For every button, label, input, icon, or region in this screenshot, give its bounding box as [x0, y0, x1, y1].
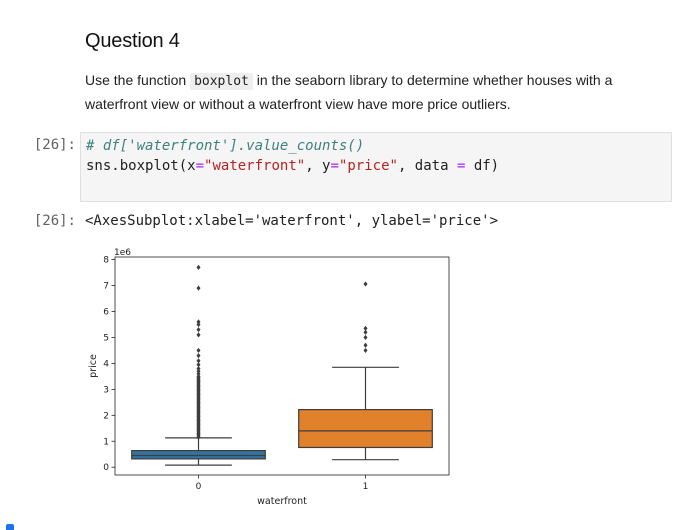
code-token: "waterfront" [204, 158, 306, 174]
y-tick-label: 8 [103, 256, 109, 266]
y-axis-label: price [88, 354, 99, 378]
y-tick-label: 7 [103, 282, 109, 292]
code-token: = [330, 158, 339, 174]
boxplot-chart: 1e6 price waterfront 0 1 2 3 4 5 6 7 8 0 1 [88, 248, 450, 507]
x-tick-label: 1 [363, 482, 369, 492]
code-token: boxplot(x [119, 158, 196, 174]
outlier-point [196, 264, 201, 270]
outlier-point [196, 353, 201, 359]
code-token: sns [86, 158, 112, 174]
outlier-point [363, 281, 368, 287]
y-tick-label: 4 [103, 359, 109, 369]
outlier-point [363, 342, 368, 348]
outlier-point [196, 332, 201, 338]
code-token: = [195, 158, 205, 174]
y-tick-label: 6 [103, 308, 109, 318]
outlier-point [196, 327, 201, 333]
outlier-point [196, 347, 201, 354]
y-tick-label: 5 [103, 333, 109, 343]
y-tick-label: 3 [103, 385, 109, 395]
markdown-cell: Question 4 Use the function boxplot in t… [85, 30, 665, 116]
box-iqr [131, 450, 266, 460]
outlier-point [363, 325, 368, 331]
outlier-point [363, 329, 368, 335]
box-iqr [298, 409, 433, 449]
outlier-point [196, 358, 201, 364]
outlier-point [363, 347, 368, 354]
question-text: Use the function boxplot in the seaborn … [85, 69, 665, 116]
code-line-boxplot: sns.boxplot(x="waterfront", y="price", d… [86, 158, 499, 174]
code-token: "price" [338, 158, 398, 174]
code-token: df) [465, 158, 500, 174]
x-axis-label: waterfront [257, 496, 307, 507]
y-scale-label: 1e6 [114, 248, 131, 258]
input-prompt: [26]: [33, 137, 76, 153]
code-cell-editor[interactable]: # df['waterfront'].value_counts() sns.bo… [80, 132, 672, 202]
question-title: Question 4 [85, 30, 180, 52]
code-token: , data [397, 158, 457, 174]
code-comment-line: # df['waterfront'].value_counts() [86, 138, 365, 154]
y-tick-label: 1 [103, 437, 109, 447]
outlier-point [196, 285, 201, 291]
status-indicator [6, 524, 14, 530]
inline-code-boxplot: boxplot [190, 73, 253, 90]
y-tick-label: 2 [103, 411, 109, 421]
output-text: <AxesSubplot:xlabel='waterfront', ylabel… [85, 213, 499, 229]
y-tick-label: 0 [103, 463, 109, 473]
output-prompt: [26]: [33, 213, 76, 229]
outlier-point [196, 319, 201, 325]
question-text-start: Use the function [85, 72, 191, 88]
x-tick-label: 0 [196, 482, 202, 492]
code-token: . [111, 158, 120, 174]
code-token: = [456, 158, 466, 174]
plot-frame [114, 256, 450, 476]
question-text-end: in the seaborn library to determine whet… [85, 72, 613, 112]
code-token: , y [305, 158, 331, 174]
outlier-point [363, 334, 368, 341]
